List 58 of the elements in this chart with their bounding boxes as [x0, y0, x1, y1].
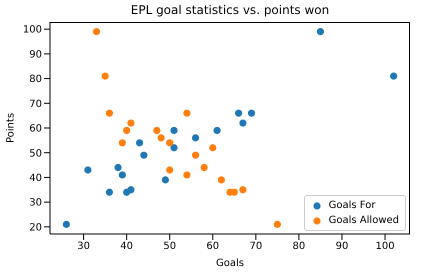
- point: [166, 166, 174, 174]
- point: [239, 186, 247, 194]
- point: [316, 28, 324, 36]
- point: [106, 188, 114, 196]
- point: [192, 134, 200, 142]
- point: [192, 152, 200, 159]
- x-tick-label: 40: [120, 241, 134, 252]
- point: [123, 126, 130, 134]
- point: [248, 110, 256, 117]
- y-tick-label: 60: [29, 124, 42, 135]
- point: [158, 134, 165, 142]
- point: [136, 139, 144, 146]
- point: [127, 119, 135, 127]
- point: [239, 119, 247, 127]
- point: [118, 139, 126, 146]
- point: [114, 164, 122, 172]
- x-tick-label: 70: [249, 241, 262, 252]
- point: [235, 110, 242, 117]
- y-tick-label: 50: [29, 148, 42, 160]
- point: [200, 164, 208, 172]
- y-tick-label: 30: [29, 198, 42, 209]
- point: [390, 72, 398, 80]
- y-tick-label: 40: [29, 172, 42, 184]
- y-tick-label: 100: [22, 24, 42, 36]
- x-tick-label: 30: [77, 241, 90, 252]
- point: [102, 72, 109, 80]
- point: [153, 126, 160, 134]
- point: [218, 176, 225, 184]
- point: [62, 220, 70, 228]
- point: [170, 144, 178, 152]
- point: [183, 110, 191, 117]
- point: [84, 166, 92, 174]
- y-axis-title: Points: [6, 112, 17, 144]
- x-tick-label: 100: [375, 241, 395, 252]
- chart-title: EPL goal statistics vs. points won: [130, 3, 330, 17]
- x-tick-label: 60: [206, 241, 220, 252]
- point: [166, 139, 174, 146]
- point: [92, 28, 100, 36]
- point: [162, 176, 170, 184]
- y-tick-label: 80: [29, 74, 42, 86]
- point: [118, 171, 126, 179]
- point: [170, 126, 178, 134]
- y-tick-label: 20: [29, 222, 42, 234]
- y-tick-label: 90: [29, 49, 42, 60]
- point: [140, 152, 148, 159]
- legend-label: Goals For: [328, 199, 376, 213]
- point: [106, 110, 114, 117]
- point: [127, 186, 135, 194]
- point: [209, 144, 216, 152]
- legend-label: Goals Allowed: [328, 214, 399, 228]
- x-axis-title: Goals: [216, 258, 244, 269]
- point: [213, 126, 221, 134]
- point: [274, 220, 281, 228]
- x-tick-label: 80: [292, 241, 306, 252]
- x-tick-label: 50: [163, 241, 176, 252]
- y-tick-label: 70: [29, 98, 42, 110]
- point: [183, 171, 191, 179]
- x-tick-label: 90: [336, 241, 348, 252]
